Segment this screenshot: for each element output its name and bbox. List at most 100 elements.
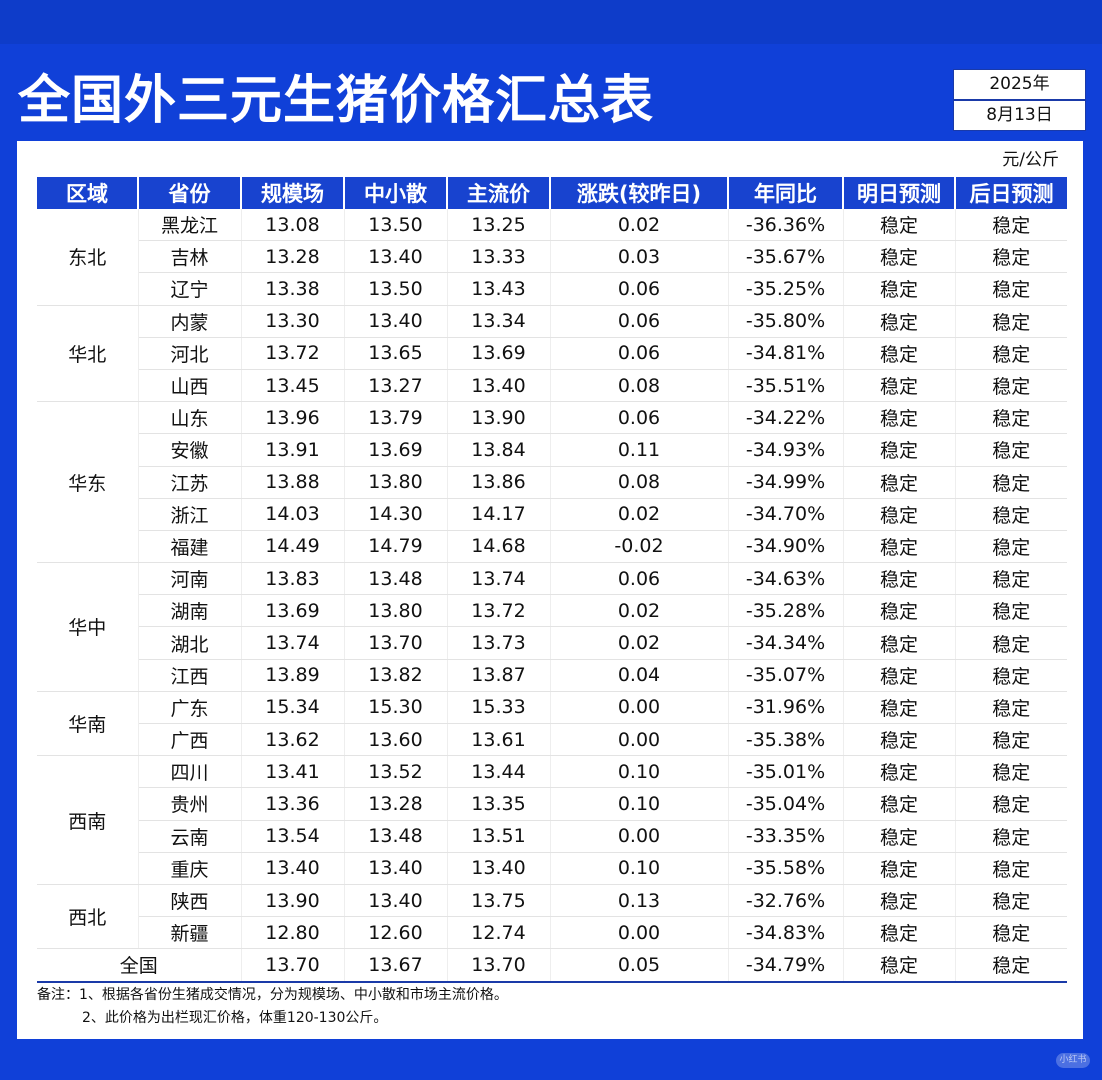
table-row: 东北 黑龙江 13.08 13.50 13.25 0.02 -36.36% 稳定 稳定 [37, 209, 1067, 306]
cell-change: 0.05 [550, 948, 729, 983]
cell-large-farm: 13.08 [241, 209, 345, 242]
cell-yoy: -35.51% [728, 369, 844, 403]
header-yoy: 年同比 [728, 177, 844, 209]
cell-large-farm: 15.34 [241, 691, 345, 725]
cell-large-farm: 14.49 [241, 530, 345, 564]
cell-large-farm: 13.90 [241, 884, 345, 918]
cell-large-farm: 14.03 [241, 498, 345, 531]
header-change: 涨跌(较昨日) [550, 177, 729, 209]
cell-mainstream: 13.87 [447, 659, 551, 692]
cell-large-farm: 13.41 [241, 755, 345, 789]
cell-tomorrow: 稳定 [843, 659, 956, 692]
cell-mainstream: 14.68 [447, 530, 551, 564]
cell-province: 江西 [138, 659, 242, 692]
cell-yoy: -34.70% [728, 498, 844, 531]
cell-mainstream: 13.25 [447, 209, 551, 242]
cell-mainstream: 12.74 [447, 916, 551, 950]
cell-region: 华中 [37, 562, 139, 692]
cell-after-tomorrow: 稳定 [955, 337, 1067, 370]
date-box: 2025年 8月13日 [953, 69, 1086, 131]
cell-after-tomorrow: 稳定 [955, 820, 1067, 853]
cell-small-farm: 13.80 [344, 594, 448, 628]
cell-change: 0.02 [550, 626, 729, 660]
cell-after-tomorrow: 稳定 [955, 594, 1067, 628]
table-row: 新疆 12.80 12.60 12.74 0.00 -34.83% 稳定 稳定 [37, 916, 1067, 950]
cell-large-farm: 13.30 [241, 305, 345, 338]
cell-after-tomorrow: 稳定 [955, 272, 1067, 306]
cell-tomorrow: 稳定 [843, 723, 956, 757]
cell-mainstream: 13.61 [447, 723, 551, 757]
cell-mainstream: 13.51 [447, 820, 551, 853]
cell-change: 0.00 [550, 820, 729, 853]
header-tomorrow: 明日预测 [843, 177, 956, 209]
cell-province: 山东 [138, 401, 242, 435]
cell-province: 广东 [138, 691, 242, 725]
cell-province: 陕西 [138, 884, 242, 918]
cell-change: 0.06 [550, 272, 729, 306]
cell-small-farm: 15.30 [344, 691, 448, 725]
cell-region: 东北 [37, 209, 139, 306]
table-row: 广西 13.62 13.60 13.61 0.00 -35.38% 稳定 稳定 [37, 723, 1067, 757]
cell-province: 湖北 [138, 626, 242, 660]
cell-yoy: -34.79% [728, 948, 844, 983]
cell-large-farm: 13.45 [241, 369, 345, 403]
cell-change: 0.02 [550, 594, 729, 628]
cell-after-tomorrow: 稳定 [955, 498, 1067, 531]
page-title: 全国外三元生猪价格汇总表 [18, 71, 655, 131]
cell-province: 安徽 [138, 433, 242, 467]
date-day: 8月13日 [954, 99, 1085, 130]
cell-mainstream: 14.17 [447, 498, 551, 531]
cell-tomorrow: 稳定 [843, 530, 956, 564]
cell-change: 0.03 [550, 240, 729, 274]
cell-change: 0.00 [550, 916, 729, 950]
date-year: 2025年 [989, 74, 1050, 94]
header-large-farm: 规模场 [241, 177, 345, 209]
cell-province: 贵州 [138, 787, 242, 821]
cell-large-farm: 13.62 [241, 723, 345, 757]
cell-mainstream: 13.84 [447, 433, 551, 467]
cell-tomorrow: 稳定 [843, 433, 956, 467]
cell-province: 重庆 [138, 852, 242, 885]
table-row: 华南 广东 15.34 15.30 15.33 0.00 -31.96% 稳定 稳定 [37, 691, 1067, 757]
cell-small-farm: 13.48 [344, 562, 448, 596]
cell-yoy: -35.07% [728, 659, 844, 692]
cell-after-tomorrow: 稳定 [955, 369, 1067, 403]
cell-yoy: -33.35% [728, 820, 844, 853]
cell-tomorrow: 稳定 [843, 466, 956, 499]
cell-small-farm: 13.48 [344, 820, 448, 853]
cell-change: 0.06 [550, 562, 729, 596]
cell-change: 0.13 [550, 884, 729, 918]
cell-region: 西北 [37, 884, 139, 950]
cell-province: 广西 [138, 723, 242, 757]
cell-change: 0.06 [550, 305, 729, 338]
cell-tomorrow: 稳定 [843, 240, 956, 274]
cell-after-tomorrow: 稳定 [955, 530, 1067, 564]
cell-small-farm: 13.50 [344, 272, 448, 306]
watermark-logo: 小红书 [1056, 1053, 1090, 1068]
cell-yoy: -34.90% [728, 530, 844, 564]
table-row: 江西 13.89 13.82 13.87 0.04 -35.07% 稳定 稳定 [37, 659, 1067, 692]
cell-mainstream: 13.43 [447, 272, 551, 306]
cell-province: 河南 [138, 562, 242, 596]
cell-change: 0.06 [550, 401, 729, 435]
cell-small-farm: 13.50 [344, 209, 448, 242]
cell-large-farm: 13.96 [241, 401, 345, 435]
cell-large-farm: 13.69 [241, 594, 345, 628]
cell-province: 浙江 [138, 498, 242, 531]
cell-small-farm: 13.79 [344, 401, 448, 435]
cell-small-farm: 13.27 [344, 369, 448, 403]
header-small-farm: 中小散 [344, 177, 448, 209]
table-row: 吉林 13.28 13.40 13.33 0.03 -35.67% 稳定 稳定 [37, 240, 1067, 274]
cell-large-farm: 13.88 [241, 466, 345, 499]
cell-change: 0.08 [550, 466, 729, 499]
cell-yoy: -31.96% [728, 691, 844, 725]
cell-large-farm: 13.83 [241, 562, 345, 596]
cell-mainstream: 15.33 [447, 691, 551, 725]
cell-after-tomorrow: 稳定 [955, 723, 1067, 757]
table-row: 华北 内蒙 13.30 13.40 13.34 0.06 -35.80% 稳定 稳定 [37, 305, 1067, 403]
cell-mainstream: 13.72 [447, 594, 551, 628]
cell-after-tomorrow: 稳定 [955, 433, 1067, 467]
cell-large-farm: 13.72 [241, 337, 345, 370]
cell-mainstream: 13.86 [447, 466, 551, 499]
cell-small-farm: 13.60 [344, 723, 448, 757]
